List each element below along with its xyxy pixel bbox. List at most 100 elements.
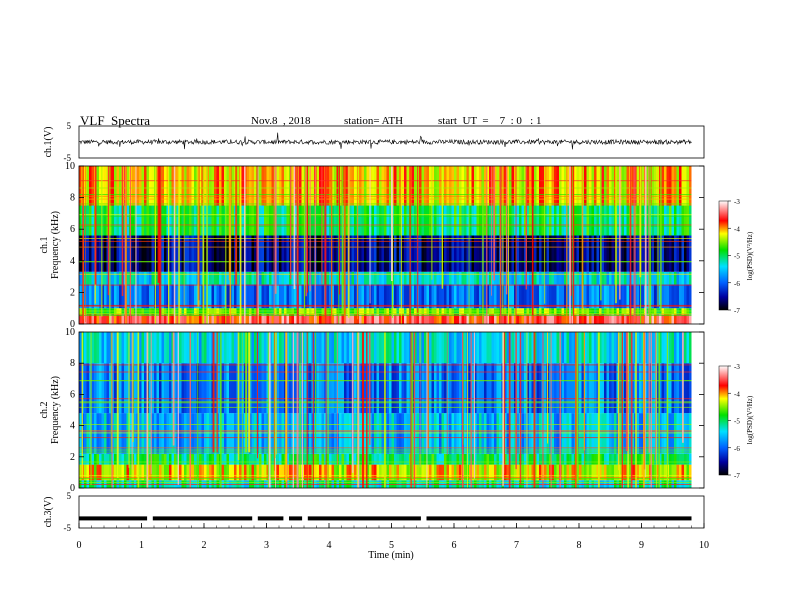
spectrum-cell: [464, 284, 467, 309]
spectrum-cell: [219, 271, 222, 285]
spectrum-cell: [551, 464, 555, 481]
spectrum-cell: [661, 363, 665, 414]
spectrum-cell: [509, 284, 512, 309]
sferic-streak: [470, 332, 472, 488]
spectrum-cell: [309, 332, 312, 364]
spectrum-cell: [546, 166, 550, 206]
spectrum-cell: [631, 413, 635, 454]
spectrum-cell: [131, 314, 135, 324]
spectrum-cell: [326, 314, 330, 324]
spectrum-cell: [494, 314, 497, 324]
spectrum-cell: [331, 363, 335, 414]
spectrum-cell: [509, 166, 512, 206]
spectrum-cell: [681, 464, 685, 481]
spectrum-cell: [264, 271, 267, 285]
spectrum-cell: [146, 235, 150, 272]
spectrum-cell: [436, 464, 440, 481]
spectrum-cell: [114, 464, 117, 481]
spectrum-cell: [459, 363, 462, 414]
spectrum-cell: [374, 332, 377, 364]
spectrum-cell: [204, 235, 207, 272]
spectrum-cell: [261, 464, 265, 481]
spectrum-cell: [236, 205, 240, 236]
spectrum-cell: [629, 464, 632, 481]
spectrum-cell: [641, 166, 645, 206]
spectrum-cell: [214, 166, 217, 206]
sferic-streak: [244, 166, 246, 324]
spectrum-cell: [579, 464, 582, 481]
spectrum-cell: [346, 453, 350, 465]
spectrum-cell: [549, 271, 552, 285]
spectrum-cell: [669, 205, 672, 236]
sferic-streak: [411, 332, 414, 479]
spectrum-cell: [571, 413, 575, 454]
spectrum-cell: [101, 271, 105, 285]
spectrum-cell: [549, 166, 552, 206]
sferic-streak: [296, 332, 299, 488]
spectrum-cell: [554, 363, 557, 414]
spectrum-cell: [204, 453, 207, 465]
spectrum-cell: [446, 314, 450, 324]
spectrum-cell: [414, 205, 417, 236]
spectrum-cell: [216, 332, 220, 364]
spectrum-cell: [646, 464, 650, 481]
spectrum-cell: [626, 166, 630, 206]
spectrum-cell: [144, 413, 147, 454]
spectrum-cell: [191, 235, 195, 272]
spectrum-cell: [429, 271, 432, 285]
spectrum-cell: [684, 314, 687, 324]
spectrum-cell: [259, 464, 262, 481]
spectrum-cell: [476, 314, 480, 324]
ch1-y-ticks: 5-5: [64, 121, 72, 163]
spectrum-cell: [304, 284, 307, 309]
spectrum-cell: [371, 413, 375, 454]
spectrum-cell: [539, 235, 542, 272]
spectrum-cell: [379, 314, 382, 324]
sferic-streak: [550, 332, 552, 488]
spectrum-cell: [399, 284, 402, 309]
sferic-streak: [643, 332, 645, 488]
spectrum-cell: [231, 363, 235, 414]
sferic-streak: [321, 166, 323, 284]
spectrum-cell: [119, 205, 122, 236]
spectrum-cell: [321, 166, 325, 206]
spectrum-cell: [129, 464, 132, 481]
spectrum-cell: [594, 166, 597, 206]
spectrum-cell: [554, 332, 557, 364]
spectrum-cell: [494, 332, 497, 364]
sferic-streak: [248, 332, 251, 453]
spectrum-cell: [549, 205, 552, 236]
spectrum-cell: [251, 453, 255, 465]
spectrum-cell: [324, 413, 327, 454]
spectrum-cell: [251, 332, 255, 364]
waveform-tick-label: 5: [67, 121, 72, 131]
spectrum-cell: [439, 363, 442, 414]
spectrum-cell: [439, 271, 442, 285]
spectrum-cell: [536, 332, 540, 364]
spectrum-cell: [429, 314, 432, 324]
spectrum-cell: [574, 205, 577, 236]
spectrum-cell: [99, 166, 102, 206]
spectrum-cell: [521, 166, 525, 206]
spectrum-cell: [616, 453, 620, 465]
spectrum-cell: [399, 464, 402, 481]
spectrum-cell: [286, 464, 290, 481]
spectrum-cell: [384, 314, 387, 324]
time-tick-label: 5: [389, 540, 394, 551]
spectrum-cell: [669, 332, 672, 364]
spectrum-cell: [104, 453, 107, 465]
spectrum-cell: [596, 464, 600, 481]
spectrum-cell: [139, 332, 142, 364]
spectrum-cell: [246, 166, 250, 206]
ch2-colorbar: [718, 365, 729, 476]
spectrum-cell: [619, 363, 622, 414]
spectrum-cell: [601, 205, 605, 236]
sferic-streak: [419, 332, 421, 468]
sferic-streak: [427, 332, 429, 449]
spectrum-cell: [304, 453, 307, 465]
spectrum-cell: [154, 453, 157, 465]
spectrum-cell: [399, 235, 402, 272]
spectrum-cell: [216, 314, 220, 324]
spectrum-cell: [436, 284, 440, 309]
spectrum-cell: [489, 205, 492, 236]
